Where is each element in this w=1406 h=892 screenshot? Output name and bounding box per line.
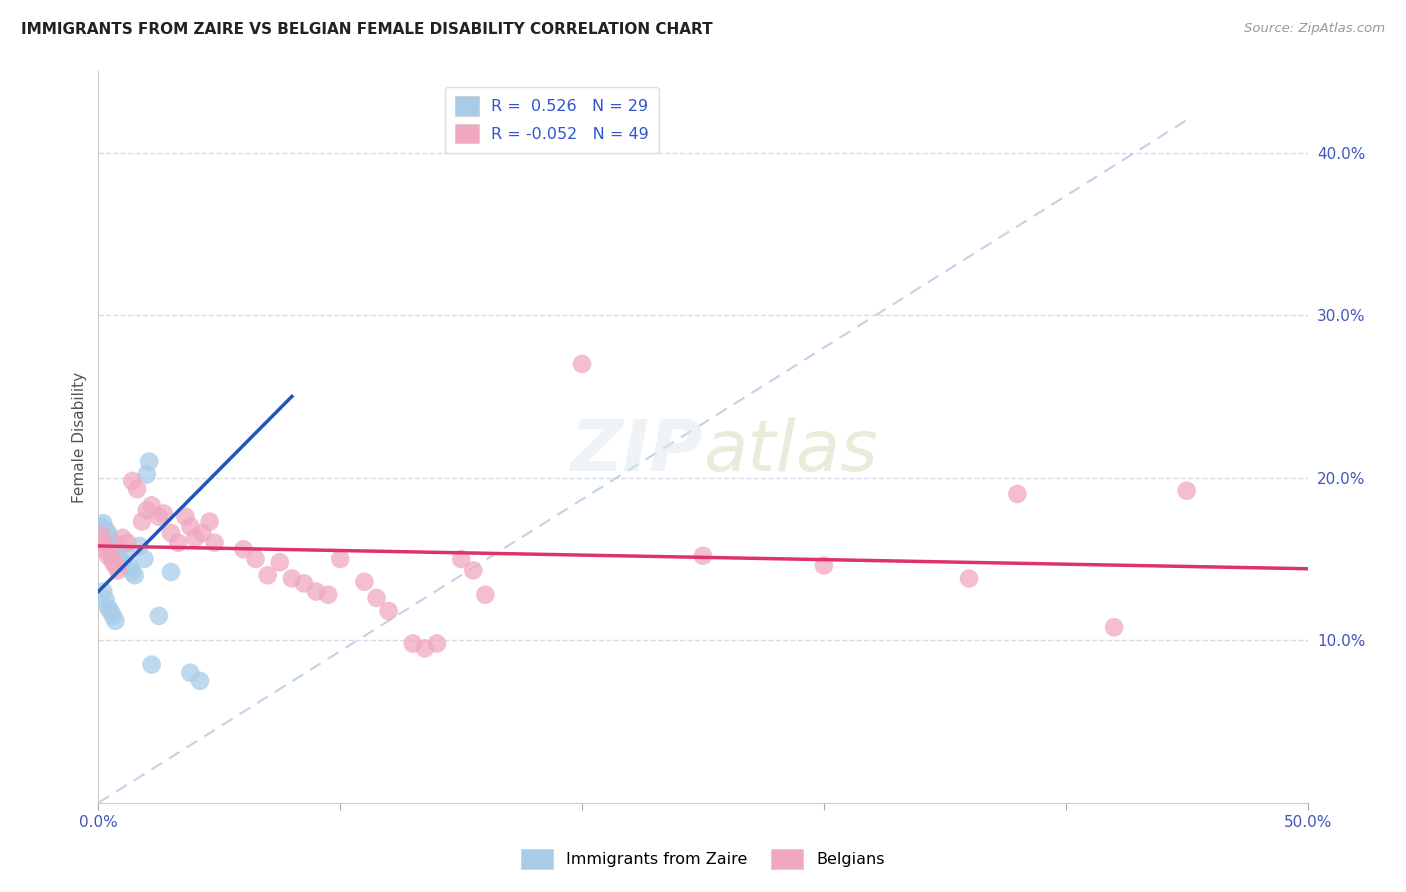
Point: [402, 636, 425, 650]
Point: [316, 588, 339, 602]
Point: [450, 552, 472, 566]
Point: [813, 558, 835, 573]
Text: atlas: atlas: [703, 417, 877, 486]
Point: [191, 526, 214, 541]
Legend: R =  0.526   N = 29, R = -0.052   N = 49: R = 0.526 N = 29, R = -0.052 N = 49: [444, 87, 658, 153]
Point: [256, 568, 278, 582]
Point: [281, 572, 304, 586]
Point: [292, 576, 315, 591]
Point: [1102, 620, 1125, 634]
Point: [121, 565, 143, 579]
Point: [111, 531, 134, 545]
Point: [90, 527, 112, 541]
Point: [104, 614, 127, 628]
Point: [571, 357, 593, 371]
Point: [101, 608, 124, 623]
Point: [174, 509, 197, 524]
Point: [128, 539, 150, 553]
Point: [101, 555, 124, 569]
Point: [245, 552, 267, 566]
Point: [305, 584, 328, 599]
Point: [138, 454, 160, 468]
Point: [269, 555, 291, 569]
Text: ZIP: ZIP: [571, 417, 703, 486]
Point: [131, 515, 153, 529]
Point: [474, 588, 496, 602]
Legend: Immigrants from Zaire, Belgians: Immigrants from Zaire, Belgians: [515, 843, 891, 875]
Point: [94, 542, 117, 557]
Point: [94, 592, 117, 607]
Point: [97, 600, 120, 615]
Point: [329, 552, 352, 566]
Point: [148, 608, 170, 623]
Point: [91, 584, 114, 599]
Point: [104, 539, 127, 553]
Point: [204, 535, 226, 549]
Point: [232, 542, 254, 557]
Point: [100, 533, 122, 547]
Point: [152, 507, 174, 521]
Point: [104, 558, 127, 573]
Point: [184, 531, 207, 545]
Point: [114, 549, 136, 563]
Point: [118, 560, 141, 574]
Point: [160, 526, 183, 541]
Point: [97, 526, 120, 541]
Point: [167, 535, 190, 549]
Point: [121, 474, 143, 488]
Point: [91, 535, 114, 549]
Point: [353, 574, 375, 589]
Point: [957, 572, 980, 586]
Point: [100, 604, 122, 618]
Point: [101, 535, 124, 549]
Point: [91, 516, 114, 531]
Point: [134, 552, 156, 566]
Text: Source: ZipAtlas.com: Source: ZipAtlas.com: [1244, 22, 1385, 36]
Point: [426, 636, 449, 650]
Point: [188, 673, 211, 688]
Point: [111, 555, 134, 569]
Y-axis label: Female Disability: Female Disability: [72, 371, 87, 503]
Point: [107, 544, 129, 558]
Point: [124, 568, 146, 582]
Point: [94, 523, 117, 537]
Point: [141, 657, 163, 672]
Point: [117, 535, 139, 549]
Point: [90, 519, 112, 533]
Point: [366, 591, 388, 605]
Point: [100, 547, 122, 561]
Point: [160, 565, 183, 579]
Point: [179, 519, 201, 533]
Point: [135, 467, 157, 482]
Point: [108, 552, 131, 566]
Point: [413, 641, 436, 656]
Point: [107, 563, 129, 577]
Point: [148, 509, 170, 524]
Point: [463, 563, 485, 577]
Point: [1007, 487, 1029, 501]
Point: [141, 499, 163, 513]
Point: [127, 482, 149, 496]
Point: [692, 549, 714, 563]
Point: [377, 604, 399, 618]
Point: [135, 503, 157, 517]
Point: [1175, 483, 1198, 498]
Point: [97, 549, 120, 563]
Point: [179, 665, 201, 680]
Text: IMMIGRANTS FROM ZAIRE VS BELGIAN FEMALE DISABILITY CORRELATION CHART: IMMIGRANTS FROM ZAIRE VS BELGIAN FEMALE …: [21, 22, 713, 37]
Point: [198, 515, 221, 529]
